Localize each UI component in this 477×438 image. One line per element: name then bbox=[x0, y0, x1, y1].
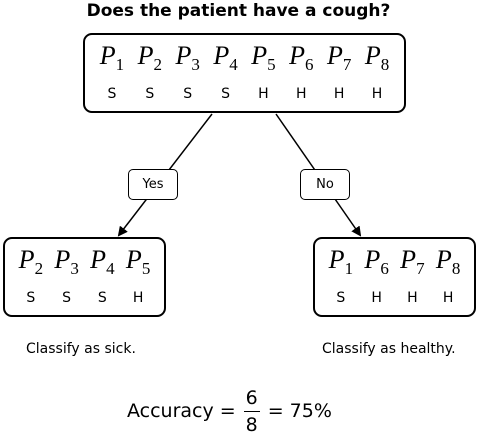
patient-id: P2 bbox=[18, 245, 44, 278]
patient-class-label: H bbox=[296, 86, 307, 102]
patient-id: P5 bbox=[251, 41, 276, 74]
patient-class-label: H bbox=[371, 290, 382, 306]
patient-id: P8 bbox=[364, 41, 390, 74]
patient-class-label: H bbox=[407, 290, 418, 306]
patient-id: P1 bbox=[99, 41, 125, 74]
patient-class-label: S bbox=[26, 290, 36, 306]
split-question: Does the patient have a cough? bbox=[86, 1, 391, 21]
patient-class-label: H bbox=[333, 86, 345, 102]
patient-class-label: H bbox=[258, 86, 269, 102]
root-patient-row: P1 P2 P3 P4 P5 P6 P7 P8 bbox=[85, 39, 404, 73]
patient-class-label: H bbox=[442, 290, 454, 306]
patient-class-label: S bbox=[107, 86, 117, 102]
accuracy-formula: Accuracy = 6 8 = 75% bbox=[127, 384, 332, 438]
patient-id: P5 bbox=[125, 245, 151, 278]
patient-class-label: S bbox=[145, 86, 155, 102]
patient-id: P4 bbox=[90, 245, 115, 278]
left-patient-row: P2 P3 P4 P5 bbox=[5, 243, 164, 277]
patient-id: P8 bbox=[435, 245, 461, 278]
patient-class-label: H bbox=[371, 86, 383, 102]
patient-id: P1 bbox=[328, 245, 354, 278]
root-node: P1 P2 P3 P4 P5 P6 P7 P8 S S S S H H H H bbox=[83, 33, 406, 113]
accuracy-denominator: 8 bbox=[245, 413, 258, 436]
patient-class-label: S bbox=[62, 290, 72, 306]
patient-id: P7 bbox=[326, 41, 352, 74]
left-child-node: P2 P3 P4 P5 S S S H bbox=[3, 237, 166, 317]
left-caption: Classify as sick. bbox=[26, 341, 136, 357]
accuracy-label: Accuracy = bbox=[127, 400, 236, 422]
patient-class-label: S bbox=[221, 86, 230, 102]
patient-id: P4 bbox=[213, 41, 238, 74]
patient-class-label: S bbox=[97, 290, 107, 306]
patient-id: P6 bbox=[364, 245, 389, 278]
right-caption: Classify as healthy. bbox=[322, 341, 456, 357]
patient-id: P3 bbox=[54, 245, 79, 278]
fraction-bar bbox=[243, 410, 260, 412]
accuracy-numerator: 6 bbox=[245, 386, 258, 409]
patient-id: P2 bbox=[137, 41, 162, 74]
accuracy-result: = 75% bbox=[267, 400, 332, 422]
patient-class-label: S bbox=[183, 86, 193, 102]
no-branch-label: No bbox=[300, 169, 350, 200]
patient-id: P6 bbox=[289, 41, 314, 74]
right-child-node: P1 P6 P7 P8 S H H H bbox=[313, 237, 476, 317]
accuracy-fraction: 6 8 bbox=[243, 386, 260, 436]
patient-class-label: H bbox=[132, 290, 144, 306]
patient-id: P7 bbox=[400, 245, 425, 278]
patient-class-label: S bbox=[336, 290, 346, 306]
yes-branch-label: Yes bbox=[128, 169, 178, 200]
patient-id: P3 bbox=[175, 41, 200, 74]
right-patient-row: P1 P6 P7 P8 bbox=[315, 243, 474, 277]
